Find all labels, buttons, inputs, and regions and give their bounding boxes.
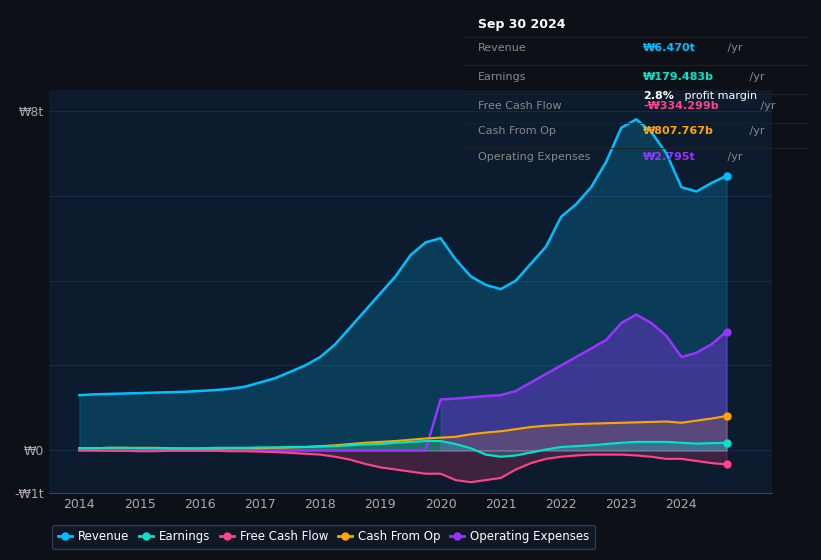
Text: /yr: /yr (757, 101, 776, 110)
Text: ₩179.483b: ₩179.483b (643, 72, 714, 82)
Text: ₩6.470t: ₩6.470t (643, 43, 696, 53)
Text: profit margin: profit margin (681, 91, 757, 101)
Legend: Revenue, Earnings, Free Cash Flow, Cash From Op, Operating Expenses: Revenue, Earnings, Free Cash Flow, Cash … (53, 525, 595, 549)
Text: /yr: /yr (724, 152, 742, 162)
Text: Earnings: Earnings (478, 72, 526, 82)
Text: ₩807.767b: ₩807.767b (643, 126, 714, 136)
Text: /yr: /yr (724, 43, 742, 53)
Text: -₩334.299b: -₩334.299b (643, 101, 719, 110)
Text: 2.8%: 2.8% (643, 91, 674, 101)
Text: ₩2.795t: ₩2.795t (643, 152, 696, 162)
Text: Sep 30 2024: Sep 30 2024 (478, 17, 565, 31)
Text: /yr: /yr (746, 72, 764, 82)
Text: /yr: /yr (746, 126, 764, 136)
Text: Cash From Op: Cash From Op (478, 126, 556, 136)
Text: Revenue: Revenue (478, 43, 526, 53)
Text: Free Cash Flow: Free Cash Flow (478, 101, 562, 110)
Text: Operating Expenses: Operating Expenses (478, 152, 590, 162)
